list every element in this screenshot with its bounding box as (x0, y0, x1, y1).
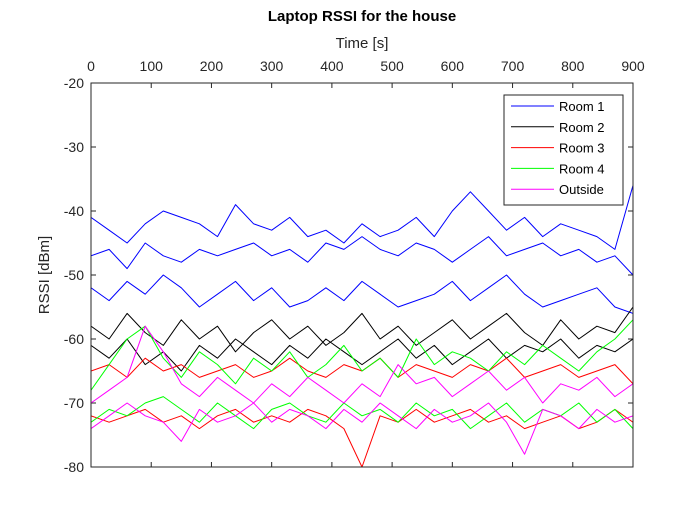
y-tick-label: -40 (64, 203, 84, 219)
legend-label-outside: Outside (559, 182, 604, 197)
x-tick-label: 200 (200, 58, 224, 74)
y-tick-label: -50 (64, 267, 84, 283)
x-tick-label: 300 (260, 58, 284, 74)
x-tick-label: 600 (441, 58, 465, 74)
series-line-outside-2 (91, 402, 633, 455)
x-axis-label: Time [s] (336, 35, 389, 52)
legend-label-room-2: Room 2 (559, 120, 605, 135)
y-tick-label: -80 (64, 459, 84, 475)
series-line-room-3-2 (91, 408, 633, 467)
legend-label-room-1: Room 1 (559, 99, 605, 114)
series-line-room-1-1 (91, 185, 633, 250)
y-tick-labels: -20 -30 -40 -50 -60 -70 -80 (64, 75, 633, 475)
legend-label-room-3: Room 3 (559, 141, 605, 156)
chart-title: Laptop RSSI for the house (268, 8, 456, 25)
x-tick-label: 100 (140, 58, 164, 74)
x-tick-labels: 0 100 200 300 400 500 600 700 800 900 (87, 58, 645, 467)
y-tick-label: -60 (64, 331, 84, 347)
y-tick-label: -20 (64, 75, 84, 91)
x-tick-label: 800 (561, 58, 585, 74)
axes-box (90, 82, 634, 468)
y-axis-label: RSSI [dBm] (36, 236, 53, 314)
series-line-room-2-2 (91, 338, 633, 372)
y-tick-label: -70 (64, 395, 84, 411)
legend-box (503, 94, 624, 206)
series-line-room-1-3 (91, 274, 633, 314)
legend-label-room-4: Room 4 (559, 161, 605, 176)
series-line-room-4-1 (91, 319, 633, 391)
x-tick-label: 500 (380, 58, 404, 74)
plot-area (91, 185, 633, 467)
x-tick-label: 0 (87, 58, 95, 74)
x-tick-label: 900 (621, 58, 645, 74)
legend: Room 1 Room 2 Room 3 Room 4 Outside (503, 94, 624, 206)
x-tick-label: 700 (501, 58, 525, 74)
series-line-outside-1 (91, 325, 633, 404)
series-line-room-1-2 (91, 236, 633, 276)
y-tick-label: -30 (64, 139, 84, 155)
x-tick-label: 400 (320, 58, 344, 74)
